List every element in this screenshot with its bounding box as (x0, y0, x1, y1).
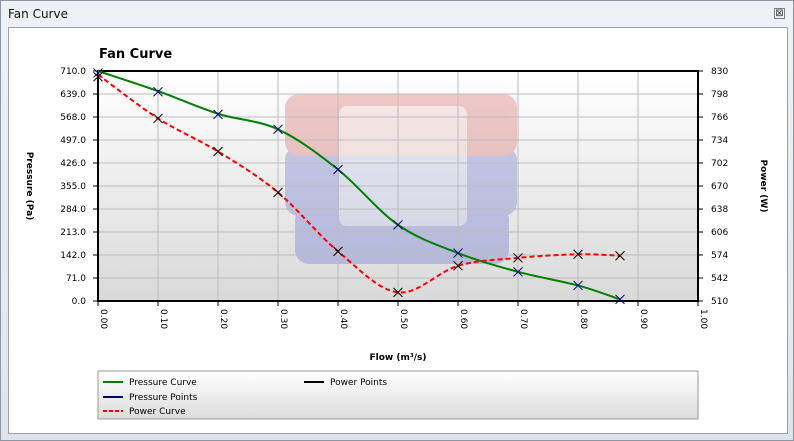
x-tick-label: 0.00 (98, 309, 108, 329)
y-left-tick-label: 71.0 (66, 274, 86, 284)
y-left-tick-label: 213.0 (60, 228, 86, 238)
x-tick-label: 0.10 (158, 309, 168, 329)
watermark-logo (285, 94, 517, 264)
y-left-axis-label: Pressure (Pa) (24, 152, 34, 221)
y-right-tick-label: 638 (711, 205, 728, 215)
x-axis-ticks: 0.00 0.10 0.20 0.30 0.40 0.50 0.60 0.70 0.80 0.90… (97, 301, 708, 329)
chart-title: Fan Curve (99, 47, 172, 62)
y-right-tick-label: 606 (711, 228, 728, 238)
power-points-marker (615, 250, 625, 261)
fan-curve-chart: Fan Curve 0.00 0.10 0.20 0.30 0.40 0.50 0.60 0.… (24, 47, 768, 420)
power-points-marker (153, 113, 163, 124)
y-left-tick-label: 426.0 (60, 159, 86, 169)
power-points-marker (213, 146, 223, 157)
power-points-marker (273, 187, 283, 198)
power-points-marker (333, 246, 343, 257)
y-left-tick-label: 639.0 (60, 90, 86, 100)
y-left-axis-ticks: 0.0 71.0 142.0 213.0 284.0 355.0 426.0 497.0 568… (60, 67, 98, 307)
y-right-tick-label: 542 (711, 274, 728, 284)
chart-panel: Fan Curve 0.00 0.10 0.20 0.30 0.40 0.50 0.60 0.… (8, 27, 788, 434)
x-tick-label: 0.40 (338, 309, 348, 329)
series-layer (93, 68, 625, 305)
grid-lines (98, 71, 698, 301)
y-left-tick-label: 0.0 (72, 297, 87, 307)
x-tick-label: 0.90 (638, 309, 648, 329)
y-right-axis-ticks: 510 542 574 606 638 670 702 734 766 798 830 (698, 67, 728, 307)
pressure-points-marker (273, 124, 283, 135)
close-icon[interactable]: ⊠ (774, 8, 785, 19)
pressure-points-marker (615, 294, 625, 305)
title-bar: Fan Curve ⊠ (1, 1, 793, 27)
pressure-points-marker (453, 248, 463, 258)
y-right-tick-label: 830 (711, 67, 728, 77)
y-right-tick-label: 766 (711, 113, 728, 123)
pressure-curve-line (97, 70, 621, 301)
y-right-tick-label: 670 (711, 182, 728, 192)
power-points-marker (573, 249, 583, 260)
power-points-marker (453, 260, 463, 271)
x-tick-label: 0.30 (278, 309, 288, 329)
legend-box (97, 370, 699, 420)
y-left-tick-label: 568.0 (60, 113, 86, 123)
y-right-tick-label: 702 (711, 159, 728, 169)
window-title: Fan Curve (8, 7, 68, 21)
pressure-points-marker (213, 109, 223, 120)
legend-label-power-points: Power Points (330, 378, 387, 388)
pressure-points-marker (333, 164, 343, 175)
y-right-tick-label: 510 (711, 297, 728, 307)
legend-label-power-curve: Power Curve (129, 407, 186, 417)
x-tick-label: 0.50 (398, 309, 408, 329)
y-left-tick-label: 284.0 (60, 205, 86, 215)
x-tick-label: 0.70 (518, 309, 528, 329)
x-tick-label: 1.00 (698, 309, 708, 329)
legend-label-pressure-curve: Pressure Curve (129, 378, 197, 388)
legend-label-pressure-points: Pressure Points (129, 393, 198, 403)
power-points-marker (93, 71, 103, 82)
y-left-tick-label: 142.0 (60, 251, 86, 261)
y-right-tick-label: 574 (711, 251, 728, 261)
pressure-points-marker (573, 280, 583, 291)
y-right-tick-label: 798 (711, 90, 728, 100)
power-points-marker (513, 253, 523, 263)
power-curve-line (97, 73, 621, 294)
x-tick-label: 0.20 (218, 309, 228, 329)
y-right-axis-label: Power (W) (758, 160, 768, 213)
y-left-tick-label: 497.0 (60, 136, 86, 146)
x-tick-label: 0.80 (578, 309, 588, 329)
y-left-tick-label: 355.0 (60, 182, 86, 192)
pressure-points-marker (393, 220, 403, 230)
x-axis-label: Flow (m³/s) (369, 353, 426, 363)
power-points-marker (393, 287, 403, 298)
pressure-points-marker (513, 266, 523, 277)
pressure-points-marker (153, 86, 163, 97)
y-right-tick-label: 734 (711, 136, 728, 146)
x-tick-label: 0.60 (458, 309, 468, 329)
y-left-tick-label: 710.0 (60, 67, 86, 77)
legend: Pressure Curve Pressure Points Power Cur… (97, 370, 699, 420)
